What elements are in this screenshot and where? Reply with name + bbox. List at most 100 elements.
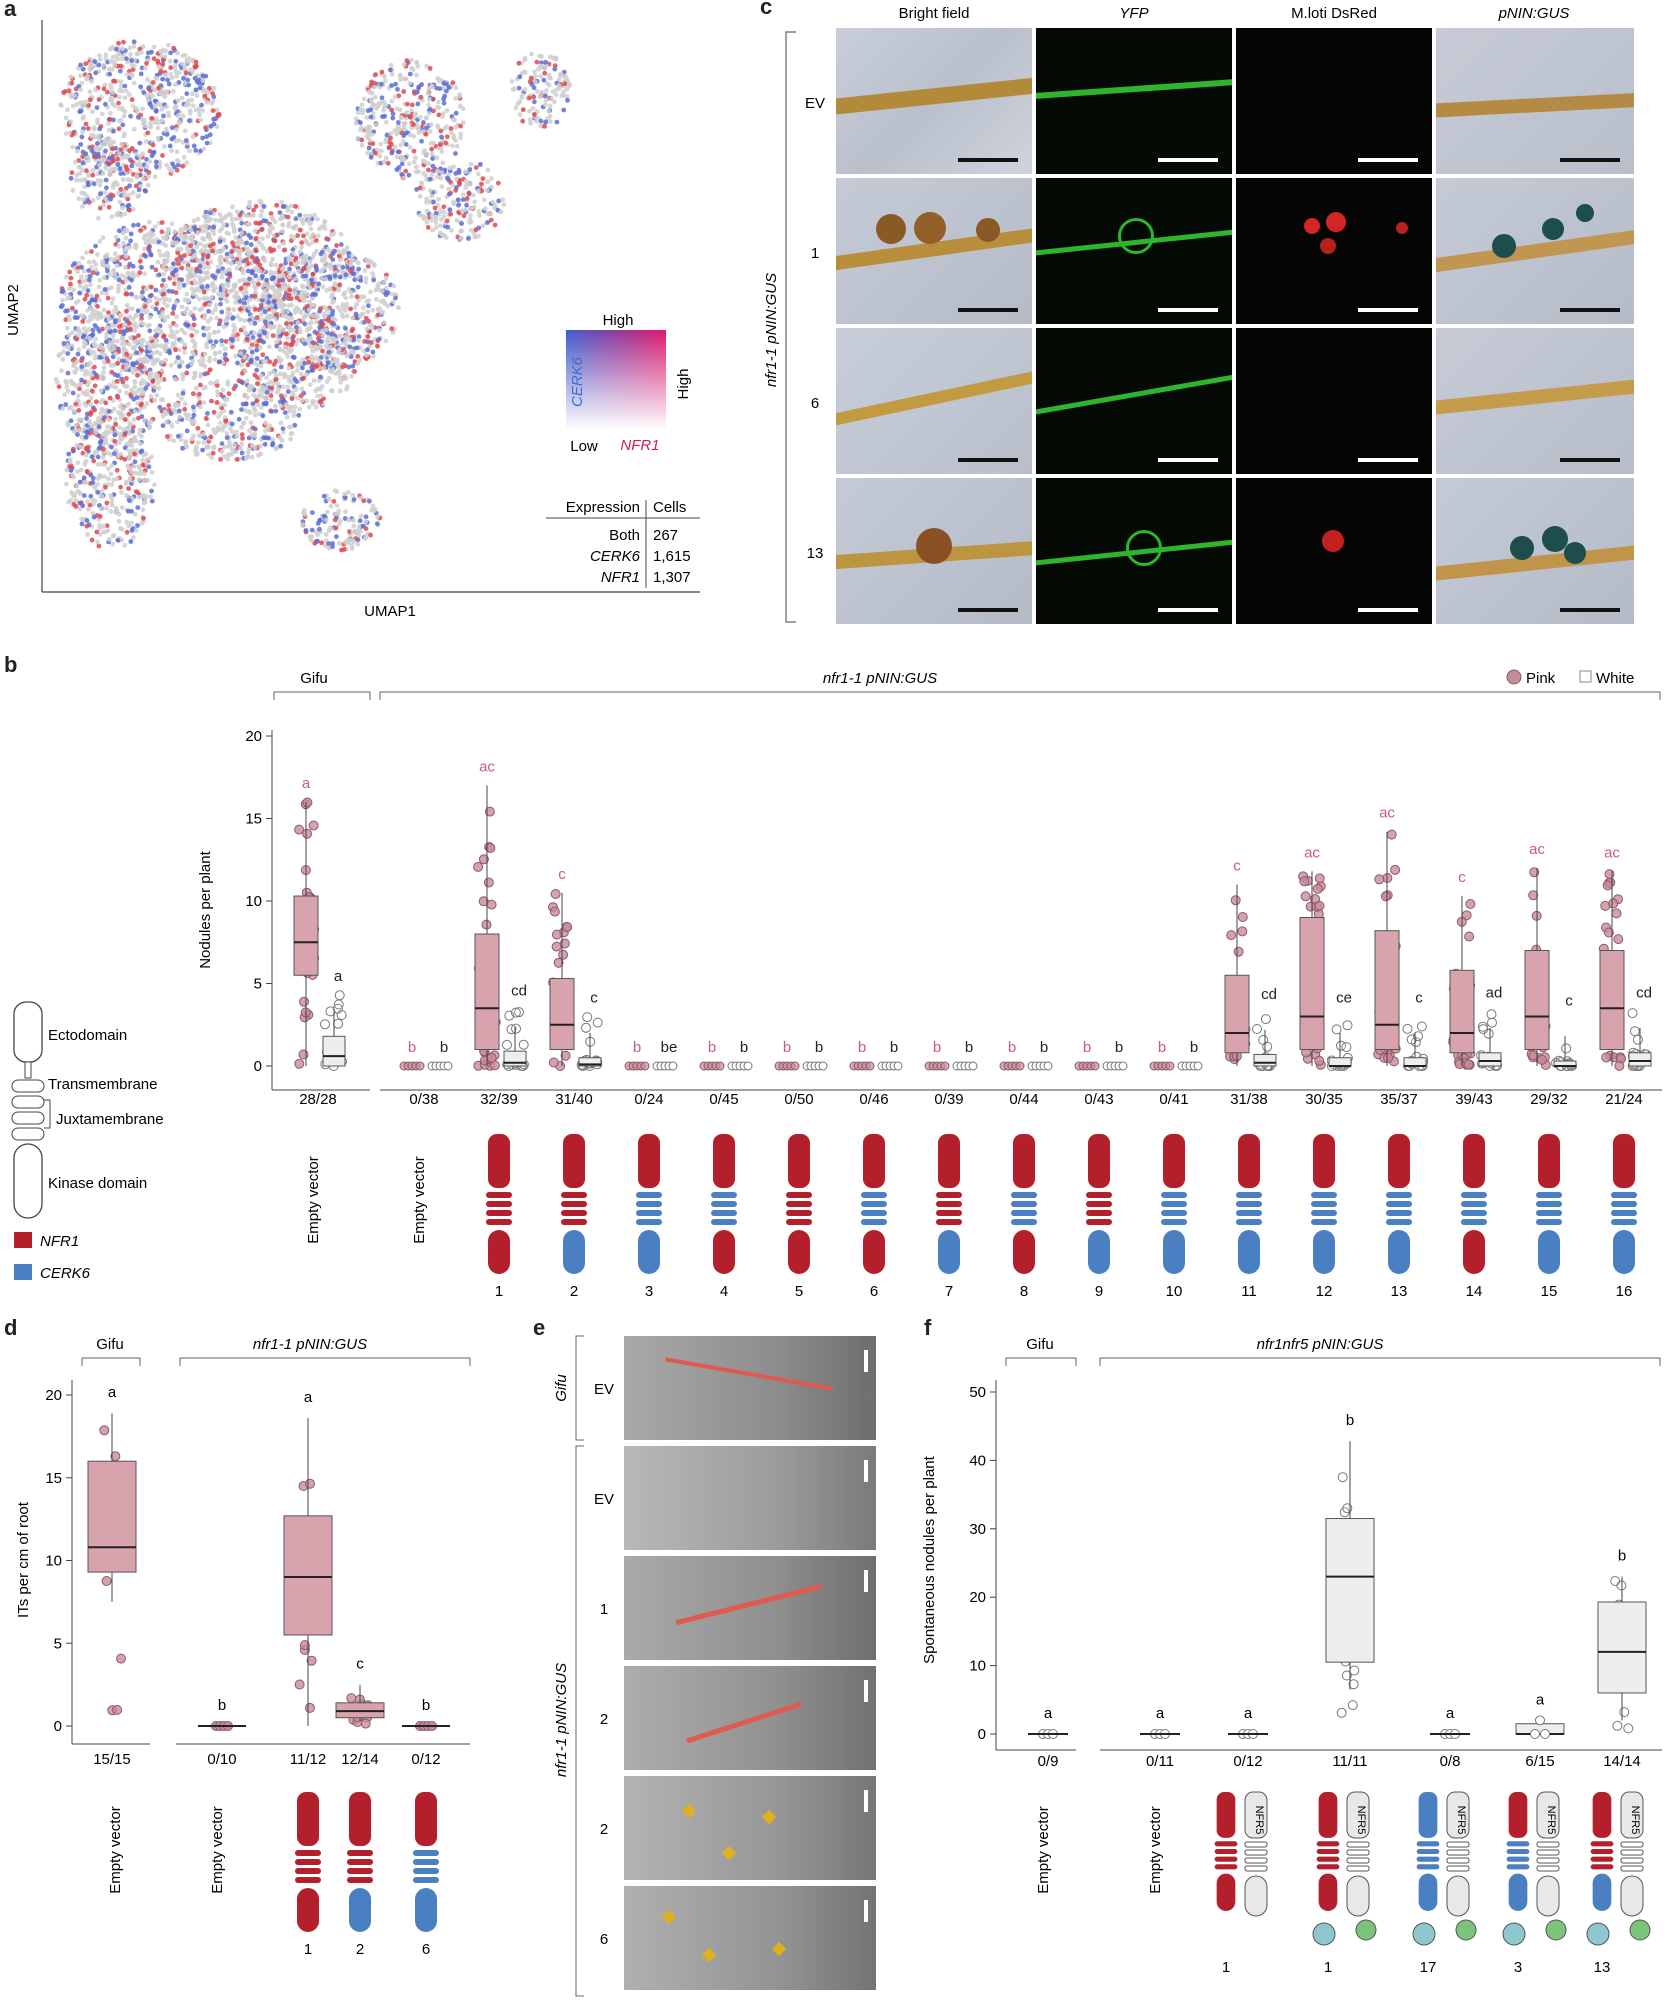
umap-cell [79, 364, 85, 370]
umap-cell [184, 291, 190, 297]
umap-cell [252, 258, 258, 264]
umap-cell [152, 397, 158, 403]
umap-cell [182, 406, 188, 412]
umap-cell [338, 379, 344, 385]
umap-cell [70, 103, 76, 109]
umap-cell [98, 345, 103, 350]
umap-cell [376, 103, 381, 109]
umap-cell [164, 232, 170, 238]
umap-cell [104, 252, 110, 257]
umap-cell [101, 370, 106, 375]
umap-cell [438, 142, 443, 148]
umap-cell [437, 86, 443, 91]
umap-cell [103, 56, 109, 61]
umap-cell [198, 373, 204, 379]
umap-cell [190, 91, 195, 97]
umap-cell [198, 404, 203, 410]
umap-cell [206, 264, 212, 270]
umap-cell [148, 454, 154, 460]
umap-cell [251, 330, 257, 335]
umap-cell [180, 53, 186, 58]
umap-cell [252, 445, 258, 451]
umap-cell [311, 251, 317, 257]
umap-cell [228, 336, 234, 342]
umap-cell [84, 446, 90, 452]
umap-cell [534, 59, 540, 65]
umap-cell [480, 176, 486, 182]
umap-cell [164, 89, 170, 94]
umap-cell [239, 432, 245, 437]
umap-cell [466, 236, 471, 241]
umap-cell [268, 393, 274, 399]
umap-cell [114, 212, 120, 218]
umap-cell [113, 318, 118, 323]
umap-cell [145, 238, 151, 244]
umap-cell [143, 167, 149, 173]
umap-cell [236, 416, 242, 422]
umap-cell [147, 371, 153, 377]
umap-cell [119, 88, 125, 94]
umap-cell [172, 106, 178, 112]
umap-cell [74, 336, 80, 342]
umap-cell [92, 498, 98, 504]
umap-cell [118, 186, 124, 192]
umap-cell [182, 342, 188, 348]
umap-cell [162, 409, 168, 415]
umap-cell [214, 379, 220, 385]
umap-cell [132, 63, 137, 69]
umap-cell [310, 313, 315, 319]
umap-cell [283, 314, 289, 320]
umap-cell [106, 476, 111, 482]
umap-cell [453, 110, 459, 116]
umap-cell [97, 126, 103, 132]
umap-cell [134, 324, 140, 330]
umap-cell [186, 102, 191, 107]
umap-cell [359, 142, 365, 148]
umap-cell [288, 424, 294, 430]
umap-cell [200, 228, 206, 234]
umap-cell [174, 127, 179, 133]
umap-cell [291, 413, 297, 418]
umap-cell [65, 325, 70, 331]
umap-cell [396, 120, 401, 125]
umap-cell [381, 159, 387, 165]
umap-cell [198, 117, 204, 123]
umap-cell [201, 146, 207, 152]
umap-cell [193, 59, 199, 65]
umap-cell [408, 114, 413, 120]
umap-cell [362, 319, 367, 325]
umap-cell [63, 131, 69, 137]
umap-cell [109, 463, 115, 468]
umap-cell [124, 167, 130, 172]
umap-cell [103, 429, 109, 435]
umap-cell [225, 306, 231, 312]
umap-cell [126, 456, 132, 462]
umap-cell [350, 326, 356, 332]
umap-cell [231, 229, 237, 235]
umap-cell [68, 418, 74, 424]
umap-cell [79, 377, 84, 383]
umap-cell [151, 482, 157, 488]
umap-cell [123, 481, 129, 486]
umap-cell [144, 61, 149, 66]
umap-cell [104, 185, 109, 191]
umap-cell [382, 74, 387, 79]
umap-cell [67, 459, 73, 465]
umap-cell [301, 337, 306, 343]
umap-cell [98, 146, 103, 151]
umap-cell [87, 420, 93, 426]
umap-cell [338, 242, 344, 247]
umap-cell [78, 382, 83, 387]
umap-cell [267, 293, 272, 299]
umap-cell [201, 296, 207, 301]
umap-cell [562, 81, 568, 87]
umap-cell [436, 196, 441, 202]
umap-cell [280, 384, 286, 390]
umap-cell [441, 96, 446, 102]
umap-cell [200, 135, 206, 141]
umap-cell [197, 433, 203, 439]
umap-cell [208, 316, 214, 321]
umap-cell [72, 261, 77, 266]
umap-cell [95, 141, 100, 147]
umap-cell [179, 61, 185, 67]
